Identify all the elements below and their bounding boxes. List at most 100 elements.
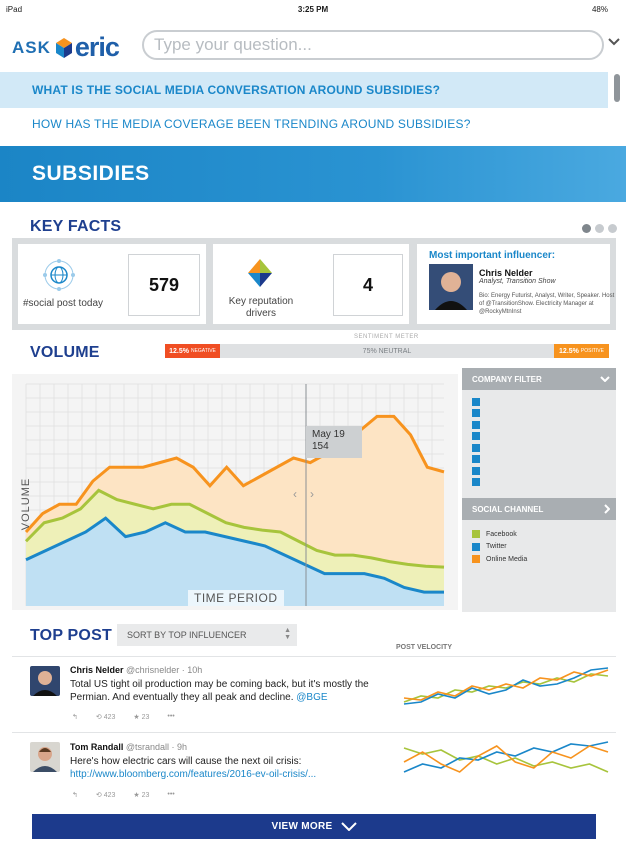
search-input[interactable]: Type your question...: [142, 30, 604, 60]
drivers-label: Key reputation drivers: [228, 296, 294, 319]
reply-icon[interactable]: ↰: [72, 714, 78, 721]
sentiment-meter: 12.5% NEGATIVE 75% NEUTRAL 12.5% POSITIVE: [165, 344, 609, 358]
influencer-heading: Most important influencer:: [429, 250, 556, 261]
post-text: Total US tight oil production may be com…: [70, 679, 369, 703]
question-item-2[interactable]: HOW HAS THE MEDIA COVERAGE BEEN TRENDING…: [32, 117, 471, 131]
logo[interactable]: ASK eric: [12, 32, 120, 63]
sort-arrows-icon: ▲ ▼: [284, 627, 291, 641]
company-checkbox[interactable]: [472, 432, 480, 441]
post-link[interactable]: @BGE: [296, 692, 328, 703]
top-bar: ASK eric Type your question...: [0, 22, 626, 68]
retweet-button[interactable]: ⟲ 423: [95, 714, 116, 721]
company-checkbox[interactable]: [472, 420, 480, 429]
chevron-down-icon[interactable]: [600, 376, 610, 382]
view-more-label: VIEW MORE: [271, 821, 333, 832]
company-filter-item[interactable]: [462, 454, 616, 466]
divider: [12, 656, 616, 657]
questions-scrollbar[interactable]: [614, 74, 620, 102]
post-velocity-chart: [403, 667, 609, 705]
globe-icon: [43, 259, 75, 291]
company-checkbox[interactable]: [472, 409, 480, 418]
top-post-title: TOP POST: [30, 627, 112, 644]
social-posts-label: #social post today: [22, 298, 104, 309]
carousel-dots[interactable]: [582, 224, 617, 233]
company-filter-item[interactable]: [462, 465, 616, 477]
company-filter-header[interactable]: COMPANY FILTER: [462, 368, 616, 390]
company-filter-item[interactable]: [462, 442, 616, 454]
channel-online-media[interactable]: Online Media: [462, 553, 616, 566]
chart-tooltip: May 19 154: [306, 426, 362, 458]
drivers-card: Key reputation drivers 4: [213, 244, 409, 324]
velocity-line: [403, 667, 609, 705]
like-button[interactable]: ★ 23: [133, 792, 150, 799]
company-checkbox[interactable]: [472, 478, 480, 487]
channel-facebook[interactable]: Facebook: [462, 528, 616, 541]
status-bar: iPad 3:25 PM 48%: [0, 0, 626, 18]
velocity-line: [403, 673, 609, 703]
more-icon[interactable]: •••: [167, 791, 175, 798]
key-facts-title: KEY FACTS: [30, 218, 122, 235]
company-filter-label: COMPANY FILTER: [472, 374, 542, 384]
sort-dropdown[interactable]: SORT BY TOP INFLUENCER ▲ ▼: [117, 624, 297, 646]
legend-swatch: [472, 555, 480, 564]
chart-prev-arrow[interactable]: ‹: [293, 487, 297, 501]
company-checkbox[interactable]: [472, 397, 480, 406]
series-line: [24, 488, 445, 569]
filter-panel: COMPANY FILTER SOCIAL CHANNEL Facebook T…: [462, 368, 616, 612]
volume-title: VOLUME: [30, 344, 100, 361]
post-actions: ↰ ⟲ 423 ★ 23 •••: [72, 713, 175, 721]
volume-chart-svg[interactable]: [12, 374, 458, 610]
battery-label: 48%: [591, 4, 608, 14]
chevron-right-icon[interactable]: [604, 504, 610, 514]
logo-cube-icon: [55, 37, 72, 58]
chart-next-arrow[interactable]: ›: [310, 487, 314, 501]
post-author[interactable]: Tom Randall @tsrandall · 9h: [70, 742, 188, 752]
company-checkbox[interactable]: [472, 443, 480, 452]
company-checkbox[interactable]: [472, 466, 480, 475]
company-filter-item[interactable]: [462, 477, 616, 489]
carousel-dot[interactable]: [595, 224, 604, 233]
post-text: Here's how electric cars will cause the …: [70, 756, 317, 780]
post-actions: ↰ ⟲ 423 ★ 23 •••: [72, 791, 175, 799]
retweet-button[interactable]: ⟲ 423: [95, 792, 116, 799]
tooltip-date: May 19: [312, 429, 345, 440]
like-button[interactable]: ★ 23: [133, 714, 150, 721]
velocity-line: [403, 669, 609, 701]
y-axis-label: VOLUME: [20, 477, 33, 531]
carousel-dot[interactable]: [582, 224, 591, 233]
logo-eric: eric: [74, 32, 120, 62]
velocity-line: [403, 747, 609, 773]
sentiment-meter-label: SENTIMENT METER: [354, 334, 419, 340]
sort-dropdown-label: SORT BY TOP INFLUENCER: [127, 630, 247, 640]
reply-icon[interactable]: ↰: [72, 792, 78, 799]
influencer-bio: Bio: Energy Futurist, Analyst, Writer, S…: [479, 293, 615, 315]
tooltip-value: 154: [312, 441, 329, 452]
avatar: [429, 264, 473, 310]
question-item-1[interactable]: WHAT IS THE SOCIAL MEDIA CONVERSATION AR…: [0, 72, 608, 108]
avatar[interactable]: [30, 666, 60, 696]
post-link[interactable]: http://www.bloomberg.com/features/2016-e…: [70, 769, 317, 780]
company-checkbox[interactable]: [472, 455, 480, 464]
company-filter-item[interactable]: [462, 419, 616, 431]
logo-ask: ASK: [12, 37, 51, 57]
company-filter-item[interactable]: [462, 431, 616, 443]
chevron-down-icon[interactable]: [607, 37, 621, 47]
topic-banner: SUBSIDIES: [0, 146, 626, 202]
topic-title: SUBSIDIES: [32, 162, 150, 185]
carousel-dot[interactable]: [608, 224, 617, 233]
avatar[interactable]: [30, 742, 60, 772]
influencer-name: Chris Nelder: [479, 268, 533, 278]
series-area: [26, 518, 444, 606]
volume-chart[interactable]: VOLUME TIME PERIOD May 19 154 ‹ ›: [12, 374, 458, 610]
company-filter-item[interactable]: [462, 396, 616, 408]
post-author[interactable]: Chris Nelder @chrisnelder · 10h: [70, 665, 203, 675]
channel-twitter[interactable]: Twitter: [462, 541, 616, 554]
diamond-icon: [248, 259, 272, 287]
more-icon[interactable]: •••: [167, 713, 175, 720]
x-axis-label: TIME PERIOD: [188, 590, 284, 606]
social-channel-header[interactable]: SOCIAL CHANNEL: [462, 498, 616, 520]
view-more-button[interactable]: VIEW MORE: [32, 814, 596, 839]
drivers-value: 4: [333, 254, 403, 316]
sentiment-neutral: 75% NEUTRAL: [220, 344, 554, 358]
company-filter-item[interactable]: [462, 408, 616, 420]
